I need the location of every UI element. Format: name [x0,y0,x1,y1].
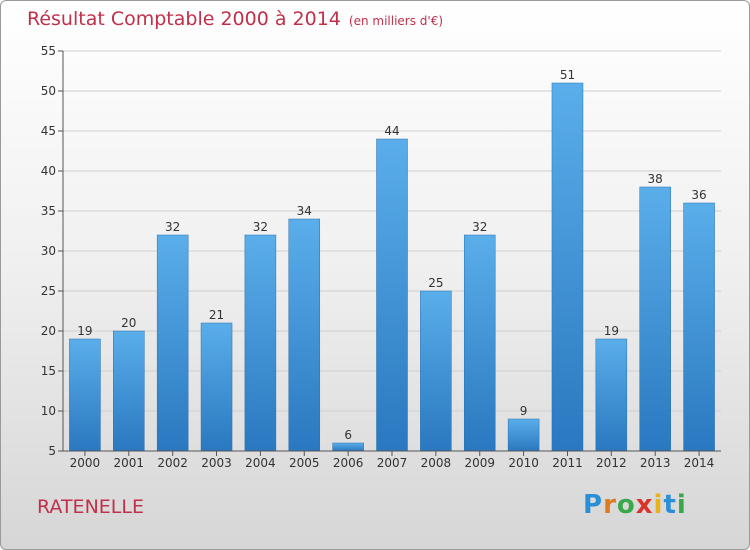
value-label-2008: 25 [428,276,443,290]
y-tick-label-55: 55 [41,44,56,58]
value-label-2001: 20 [121,316,136,330]
y-tick-label-15: 15 [41,364,56,378]
value-label-2012: 19 [604,324,619,338]
bar-2007 [376,138,408,452]
x-tick-label-2003: 2003 [201,456,232,470]
chart-title-text: Résultat Comptable 2000 à 2014 [27,8,341,30]
y-tick-label-25: 25 [41,284,56,298]
logo-letter: i [676,490,687,520]
x-tick-label-2001: 2001 [114,456,145,470]
bar-2006 [332,442,364,452]
value-label-2005: 34 [297,204,312,218]
value-label-2002: 32 [165,220,180,234]
bar-2008 [420,290,452,452]
x-tick-label-2013: 2013 [640,456,671,470]
bar-2003 [200,322,233,452]
x-tick-label-2006: 2006 [333,456,364,470]
value-label-2007: 44 [384,124,399,138]
bar-2000 [69,338,101,452]
x-tick-label-2009: 2009 [464,456,495,470]
x-tick-label-2012: 2012 [596,456,627,470]
x-tick-label-2005: 2005 [289,456,320,470]
bar-2010 [507,418,540,452]
y-tick-label-20: 20 [41,324,56,338]
bar-2002 [156,234,189,452]
value-label-2013: 38 [648,172,663,186]
x-tick-label-2010: 2010 [508,456,539,470]
logo-letter: t [663,490,677,520]
logo-letter: r [603,490,617,520]
x-tick-label-2000: 2000 [70,456,101,470]
chart-title: Résultat Comptable 2000 à 2014 (en millie… [27,8,443,30]
bars: 19 20 32 21 32 34 6 44 25 32 9 51 19 38 36 [69,68,715,452]
bar-2001 [113,330,145,452]
bar-2011 [551,82,584,452]
bar-2012 [595,338,628,452]
value-label-2009: 32 [472,220,487,234]
bar-2005 [288,218,321,452]
place-name: RATENELLE [37,496,144,518]
x-tick-label-2008: 2008 [421,456,452,470]
bar-2004 [244,234,277,452]
logo-letter: o [616,490,636,520]
bar-2014 [683,202,715,452]
y-axis: 5 10 15 20 25 30 35 40 45 50 55 [41,44,64,458]
x-tick-label-2011: 2011 [552,456,583,470]
value-label-2000: 19 [77,324,92,338]
x-tick-label-2002: 2002 [157,456,188,470]
value-label-2006: 6 [344,428,352,442]
logo-letter: P [583,490,604,520]
y-tick-label-45: 45 [41,124,56,138]
value-label-2010: 9 [520,404,528,418]
y-tick-label-50: 50 [41,84,56,98]
value-label-2014: 36 [691,188,706,202]
value-label-2011: 51 [560,68,575,82]
y-tick-label-5: 5 [48,444,56,458]
y-tick-label-40: 40 [41,164,56,178]
y-tick-label-35: 35 [41,204,56,218]
chart-subtitle: (en milliers d'€) [348,14,444,28]
bar-2013 [639,186,671,452]
value-label-2003: 21 [209,308,224,322]
x-tick-label-2014: 2014 [684,456,715,470]
bar-2009 [463,234,496,452]
y-tick-label-10: 10 [41,404,56,418]
value-label-2004: 32 [253,220,268,234]
x-tick-label-2007: 2007 [377,456,408,470]
x-tick-label-2004: 2004 [245,456,276,470]
logo-letter: x [635,490,654,520]
y-tick-label-30: 30 [41,244,56,258]
proxiti-logo: Proxiti [583,490,687,520]
x-axis: 2000 2001 2002 2003 2004 2005 2006 2007 2008 2009… [63,450,721,470]
logo-letter: i [653,490,664,520]
